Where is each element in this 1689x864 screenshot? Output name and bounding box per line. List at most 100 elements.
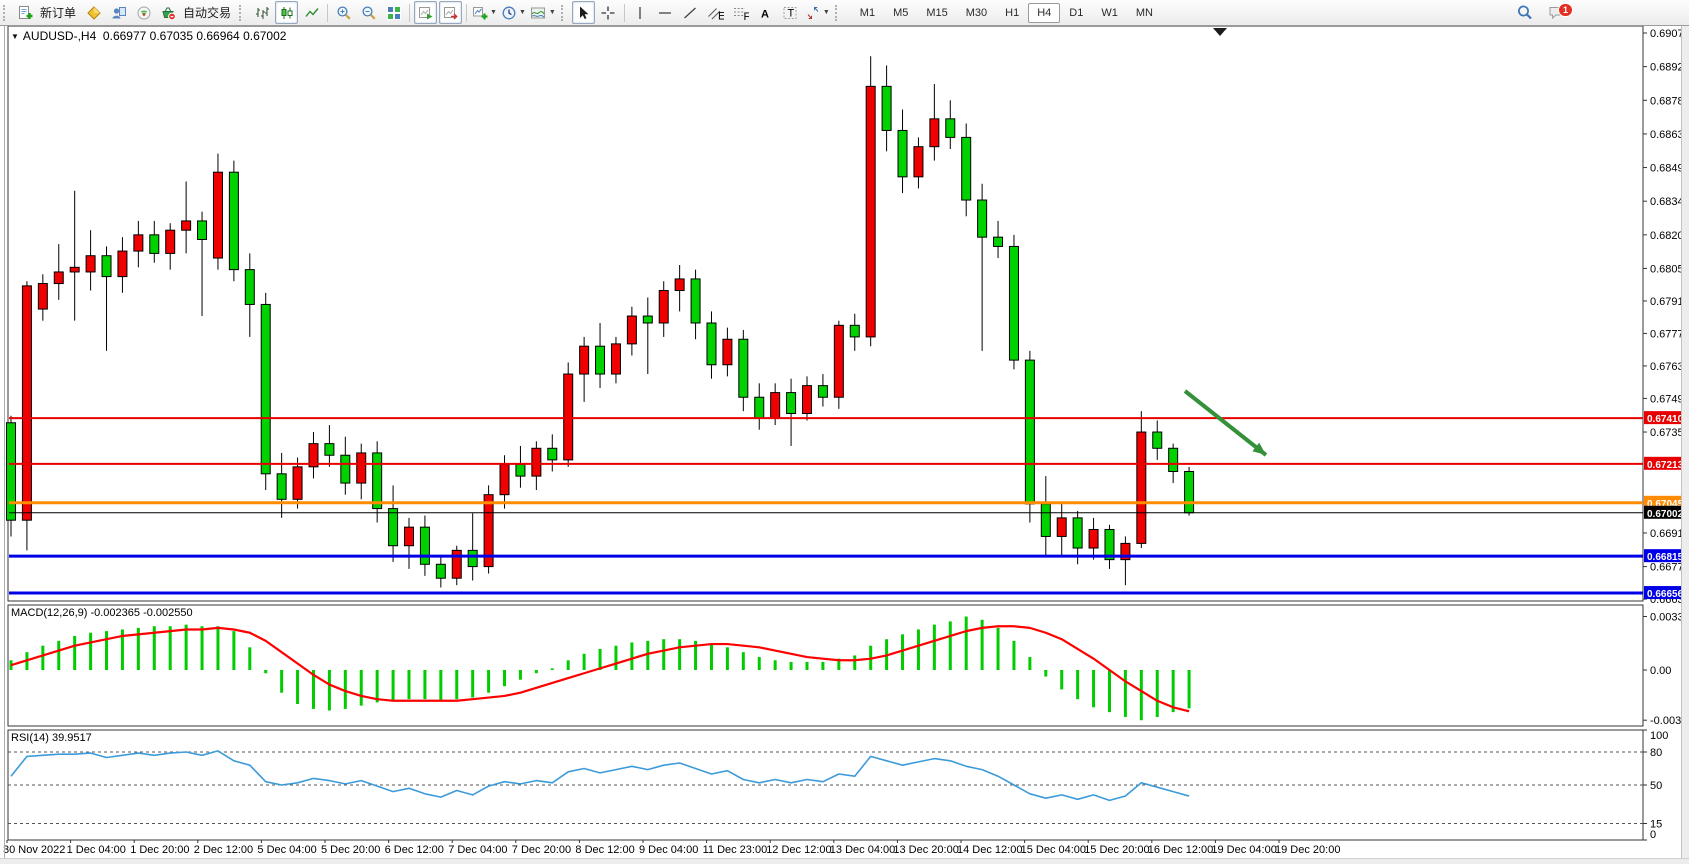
trend-arrow[interactable] <box>1183 389 1268 457</box>
notifications-button[interactable]: 1 <box>1545 1 1573 24</box>
horizontal-line-button[interactable] <box>654 1 677 24</box>
new-chart-button[interactable]: ▼ <box>471 1 498 24</box>
cursor-button[interactable] <box>571 1 595 24</box>
candlestick-chart-button[interactable] <box>275 1 299 24</box>
svg-text:6 Dec 12:00: 6 Dec 12:00 <box>385 844 444 856</box>
toolbar-grip[interactable] <box>3 4 9 21</box>
zoom-out-button[interactable] <box>357 1 380 24</box>
text-icon: A <box>761 8 769 20</box>
bar-chart-icon <box>255 6 269 19</box>
period-button[interactable]: ▼ <box>500 1 527 24</box>
text-button[interactable]: A <box>754 1 777 24</box>
svg-text:7 Dec 20:00: 7 Dec 20:00 <box>512 844 571 856</box>
market-watch-icon <box>112 6 126 18</box>
line-chart-button[interactable] <box>300 1 323 24</box>
search-button[interactable] <box>1513 1 1536 24</box>
bar-chart-button[interactable] <box>250 1 273 24</box>
label-button[interactable]: T <box>779 1 802 24</box>
svg-text:0.003304: 0.003304 <box>1650 611 1689 623</box>
svg-text:15 Dec 20:00: 15 Dec 20:00 <box>1084 844 1149 856</box>
timeframe-W1[interactable]: W1 <box>1101 6 1118 19</box>
signals-icon <box>137 6 151 19</box>
line-chart-icon <box>304 7 319 17</box>
market-watch-button[interactable] <box>107 1 130 24</box>
svg-text:0.67410: 0.67410 <box>1647 414 1684 425</box>
arrows-button[interactable]: ▼ <box>804 1 831 24</box>
timeframe-M30[interactable]: M30 <box>965 6 988 19</box>
toolbar-right-group: 1 <box>1512 0 1573 25</box>
template-button[interactable]: ▼ <box>529 1 557 24</box>
svg-text:80: 80 <box>1650 747 1662 759</box>
crosshair-button[interactable] <box>597 1 620 24</box>
chevron-down-icon: ▼ <box>518 9 526 16</box>
horizontal-line-icon <box>659 11 672 14</box>
svg-text:1 Dec 04:00: 1 Dec 04:00 <box>67 844 126 856</box>
svg-text:0.67635: 0.67635 <box>1650 361 1689 373</box>
svg-text:0.66656: 0.66656 <box>1647 589 1684 600</box>
fibonacci-button[interactable]: F <box>729 1 752 24</box>
rsi-indicator: 100 80 50 150 <box>8 729 1668 841</box>
svg-text:9 Dec 04:00: 9 Dec 04:00 <box>639 844 698 856</box>
timeframe-H4[interactable]: H4 <box>1028 2 1061 23</box>
label-icon: T <box>783 6 797 19</box>
metaeditor-button[interactable] <box>82 1 105 24</box>
svg-text:0.67495: 0.67495 <box>1650 393 1689 405</box>
svg-text:0.67002: 0.67002 <box>1647 509 1684 520</box>
chart-shift-button[interactable] <box>439 1 463 24</box>
svg-text:0.68345: 0.68345 <box>1650 196 1689 208</box>
vertical-line-icon <box>639 6 641 19</box>
timeframe-D1[interactable]: D1 <box>1069 6 1084 19</box>
svg-text:8 Dec 12:00: 8 Dec 12:00 <box>575 844 634 856</box>
toolbar-separator <box>409 3 411 22</box>
macd-indicator-label: MACD(12,26,9) -0.002365 -0.002550 <box>11 607 193 619</box>
pane-borders <box>7 25 1644 841</box>
arrows-icon <box>807 6 819 19</box>
new-order-button[interactable] <box>14 1 37 24</box>
period-icon <box>502 6 516 19</box>
svg-text:0.68490: 0.68490 <box>1650 163 1689 175</box>
svg-text:F: F <box>743 11 749 21</box>
svg-text:14 Dec 12:00: 14 Dec 12:00 <box>957 844 1022 856</box>
svg-text:7 Dec 04:00: 7 Dec 04:00 <box>448 844 507 856</box>
svg-text:15: 15 <box>1650 819 1662 831</box>
tile-windows-button[interactable] <box>382 1 405 24</box>
zoom-in-button[interactable] <box>332 1 355 24</box>
auto-scroll-button[interactable] <box>414 1 438 24</box>
svg-text:30 Nov 2022: 30 Nov 2022 <box>3 844 65 856</box>
new-order-label: 新订单 <box>40 6 77 20</box>
toolbar-grip[interactable] <box>834 4 841 21</box>
chart-shift-marker <box>1213 28 1227 36</box>
svg-text:1 Dec 20:00: 1 Dec 20:00 <box>130 844 189 856</box>
timeframe-group: M1 M5 M15 M30 H1 H4 D1 W1 MN <box>851 2 1162 23</box>
svg-text:0.68635: 0.68635 <box>1650 129 1689 141</box>
svg-text:0: 0 <box>1650 829 1656 841</box>
timeframe-M5[interactable]: M5 <box>893 6 909 19</box>
window-right-edge <box>1681 25 1689 863</box>
timeframe-M1[interactable]: M1 <box>859 6 876 19</box>
svg-text:50: 50 <box>1650 780 1662 792</box>
timeframe-MN[interactable]: MN <box>1135 6 1153 19</box>
window-left-edge <box>4 25 5 863</box>
zoom-in-icon <box>336 5 351 20</box>
channel-button[interactable]: E <box>704 1 727 24</box>
rsi-indicator-label: RSI(14) 39.9517 <box>11 732 92 744</box>
vertical-line-button[interactable] <box>629 1 652 24</box>
svg-text:0.67045: 0.67045 <box>1647 499 1684 510</box>
svg-text:100: 100 <box>1650 730 1668 742</box>
chevron-down-icon: ▼ <box>490 9 497 16</box>
autotrading-icon <box>162 7 176 20</box>
collapse-marker-icon[interactable]: ▼ <box>11 32 19 41</box>
search-icon <box>1517 5 1532 20</box>
toolbar-grip[interactable] <box>239 4 245 21</box>
svg-text:0.67213: 0.67213 <box>1647 460 1684 471</box>
timeframe-M15[interactable]: M15 <box>926 6 948 19</box>
autotrading-button[interactable] <box>157 1 180 24</box>
svg-text:19 Dec 04:00: 19 Dec 04:00 <box>1211 844 1276 856</box>
timeframe-H1[interactable]: H1 <box>1005 6 1020 19</box>
toolbar-grip[interactable] <box>560 4 567 21</box>
trendline-button[interactable] <box>679 1 702 24</box>
svg-text:5 Dec 20:00: 5 Dec 20:00 <box>321 844 380 856</box>
signals-button[interactable] <box>132 1 155 24</box>
